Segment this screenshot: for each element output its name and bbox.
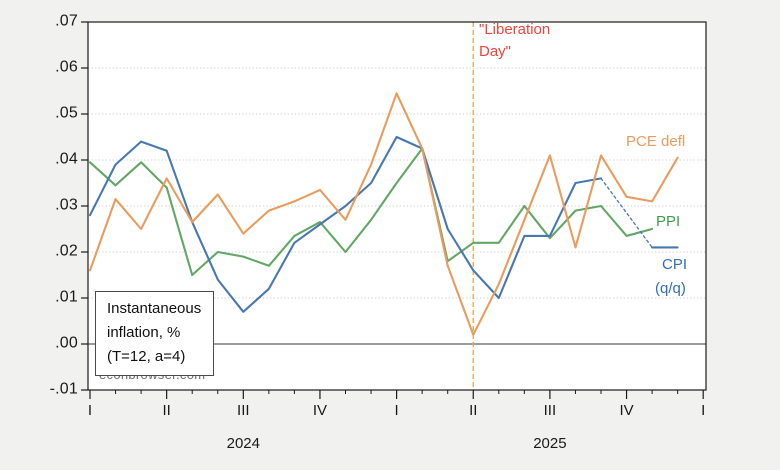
y-axis-tick-label: .01 bbox=[55, 288, 78, 306]
series-line-cpi-q-q-projection bbox=[600, 177, 653, 249]
y-axis-tick-label: .02 bbox=[55, 242, 78, 260]
y-axis-tick-label: .07 bbox=[55, 12, 78, 30]
series-label-cpi: CPI bbox=[662, 256, 688, 273]
series-line-ppi bbox=[88, 147, 654, 277]
y-axis-tick-label: .06 bbox=[55, 58, 78, 76]
series-line-pce-defl bbox=[88, 92, 679, 336]
year-label-2025: 2025 bbox=[533, 435, 567, 452]
x-axis-quarter-label: III bbox=[237, 402, 250, 419]
x-axis-quarter-label: I bbox=[87, 402, 93, 419]
series-label-cpi-qq: (q/q) bbox=[655, 280, 686, 297]
note-line2: inflation, % bbox=[107, 324, 181, 341]
y-axis-tick-label: .03 bbox=[55, 196, 78, 214]
x-axis-quarter-label: II bbox=[162, 402, 171, 419]
y-axis-tick-label: .04 bbox=[55, 150, 78, 168]
year-label-2024: 2024 bbox=[226, 435, 260, 452]
y-axis-tick-label: .00 bbox=[55, 334, 78, 352]
x-axis-quarter-label: I bbox=[394, 402, 399, 419]
note-line1: Instantaneous bbox=[107, 300, 202, 317]
x-axis-quarter-label: IV bbox=[312, 402, 328, 419]
liberation-day-line1: "Liberation bbox=[479, 21, 551, 38]
series-line-cpi-q-q bbox=[88, 135, 603, 313]
x-axis-quarter-label: II bbox=[469, 402, 478, 419]
x-axis-quarter-label: IV bbox=[619, 402, 634, 419]
liberation-day-line2: Day" bbox=[479, 43, 511, 60]
note-line3: (T=12, a=4) bbox=[107, 348, 186, 365]
y-axis-tick-label: -.01 bbox=[49, 380, 78, 398]
liberation-day-annotation: "Liberation Day" bbox=[479, 19, 550, 63]
y-axis-tick-label: .05 bbox=[55, 104, 78, 122]
x-axis-quarter-label: I bbox=[701, 402, 706, 419]
series-label-ppi: PPI bbox=[656, 213, 681, 230]
series-label-pce-defl: PCE defl bbox=[626, 133, 686, 150]
chart-note-box: Instantaneous inflation, % (T=12, a=4) bbox=[95, 291, 215, 376]
x-axis-quarter-label: III bbox=[543, 402, 557, 419]
